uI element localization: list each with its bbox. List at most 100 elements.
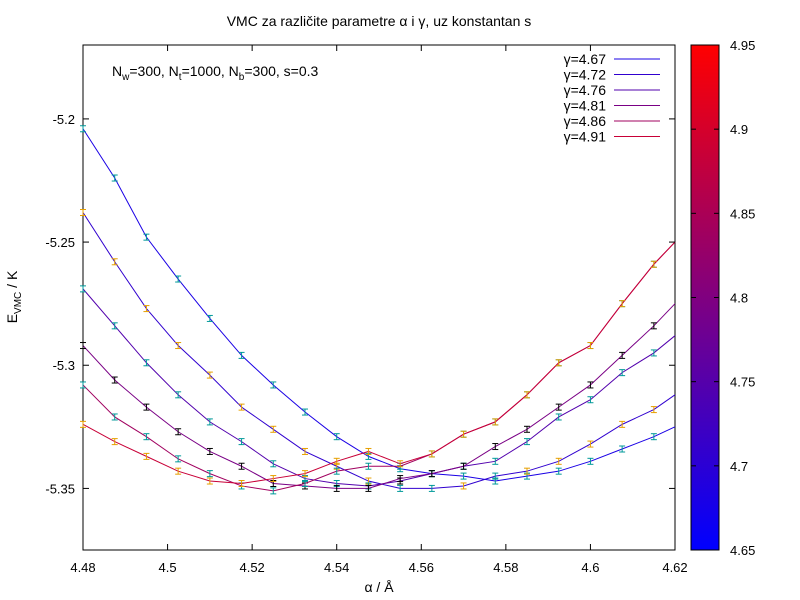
data-point-errorbar bbox=[80, 342, 86, 350]
data-point-errorbar bbox=[587, 342, 594, 350]
data-point-errorbar bbox=[111, 376, 118, 384]
data-point-errorbar bbox=[175, 467, 182, 475]
data-point-errorbar bbox=[206, 477, 213, 485]
data-point-errorbar bbox=[460, 430, 467, 438]
data-point-errorbar bbox=[619, 445, 626, 453]
legend-label: γ=4.81 bbox=[564, 98, 607, 114]
colorbar-tick-label: 4.9 bbox=[730, 122, 748, 137]
data-point-errorbar bbox=[460, 472, 467, 480]
y-tick-label: -5.2 bbox=[53, 112, 75, 127]
x-tick-label: 4.54 bbox=[324, 560, 349, 575]
data-point-errorbar bbox=[238, 351, 245, 359]
data-point-errorbar bbox=[619, 351, 626, 359]
data-point-errorbar bbox=[587, 396, 594, 404]
data-point-errorbar bbox=[270, 460, 277, 468]
data-point-errorbar bbox=[492, 418, 499, 426]
data-point-errorbar bbox=[428, 450, 435, 458]
x-tick-label: 4.52 bbox=[239, 560, 264, 575]
data-point-errorbar bbox=[524, 438, 530, 446]
data-point-errorbar bbox=[302, 447, 308, 455]
data-point-errorbar bbox=[302, 479, 308, 487]
y-tick-label: -5.35 bbox=[45, 481, 75, 496]
colorbar-tick-label: 4.7 bbox=[730, 459, 748, 474]
colorbar-tick-label: 4.8 bbox=[730, 291, 748, 306]
data-point-errorbar bbox=[80, 381, 86, 389]
series-line-4 bbox=[82, 241, 676, 492]
data-point-errorbar bbox=[555, 457, 562, 465]
data-point-errorbar bbox=[555, 403, 562, 411]
data-point-errorbar bbox=[175, 455, 182, 463]
legend-label: γ=4.91 bbox=[564, 129, 607, 145]
data-point-errorbar bbox=[143, 359, 150, 367]
data-point-errorbar bbox=[555, 467, 562, 475]
data-point-errorbar bbox=[365, 462, 372, 470]
data-point-errorbar bbox=[80, 209, 86, 217]
data-point-errorbar bbox=[460, 482, 467, 490]
data-point-errorbar bbox=[143, 403, 150, 411]
x-tick-label: 4.58 bbox=[493, 560, 518, 575]
data-point-errorbar bbox=[397, 475, 404, 483]
data-point-errorbar bbox=[80, 420, 86, 428]
data-point-errorbar bbox=[365, 447, 372, 455]
data-point-errorbar bbox=[397, 460, 404, 468]
data-point-errorbar bbox=[650, 260, 657, 268]
data-point-errorbar bbox=[238, 462, 245, 470]
y-axis-label: EVMC / K bbox=[4, 270, 24, 323]
data-point-errorbar bbox=[587, 381, 594, 389]
data-point-errorbar bbox=[111, 438, 118, 446]
legend-label: γ=4.86 bbox=[564, 113, 607, 129]
data-point-errorbar bbox=[206, 447, 213, 455]
x-tick-label: 4.56 bbox=[409, 560, 434, 575]
legend: γ=4.67γ=4.72γ=4.76γ=4.81γ=4.86γ=4.91 bbox=[564, 51, 660, 145]
data-point-errorbar bbox=[650, 406, 657, 414]
series-line-0 bbox=[82, 128, 676, 482]
data-point-errorbar bbox=[587, 457, 594, 465]
y-tick-label: -5.3 bbox=[53, 358, 75, 373]
data-point-errorbar bbox=[111, 174, 118, 182]
data-point-errorbar bbox=[175, 275, 182, 283]
x-tick-label: 4.6 bbox=[581, 560, 599, 575]
data-point-errorbar bbox=[175, 342, 182, 350]
data-point-errorbar bbox=[428, 470, 435, 478]
data-point-errorbar bbox=[143, 452, 150, 460]
data-point-errorbar bbox=[333, 467, 340, 475]
data-point-errorbar bbox=[238, 438, 245, 446]
data-point-errorbar bbox=[270, 425, 277, 433]
data-point-errorbar bbox=[175, 391, 182, 399]
data-point-errorbar bbox=[270, 381, 277, 389]
data-point-errorbar bbox=[111, 413, 118, 421]
data-point-errorbar bbox=[619, 420, 626, 428]
data-point-errorbar bbox=[650, 349, 657, 357]
x-axis-label: α / Å bbox=[364, 579, 394, 595]
data-point-errorbar bbox=[143, 233, 150, 241]
data-point-errorbar bbox=[428, 484, 435, 492]
colorbar-ticks: 4.65 4.7 4.75 4.8 4.85 4.9 4.95 bbox=[691, 38, 755, 558]
data-point-errorbar bbox=[650, 433, 657, 441]
data-point-errorbar bbox=[333, 433, 340, 441]
data-point-errorbar bbox=[492, 457, 499, 465]
data-point-errorbar bbox=[365, 484, 372, 492]
legend-label: γ=4.72 bbox=[564, 67, 607, 83]
data-point-errorbar bbox=[111, 322, 118, 330]
data-point-errorbar bbox=[460, 462, 467, 470]
legend-label: γ=4.76 bbox=[564, 82, 607, 98]
data-point-errorbar bbox=[270, 487, 277, 495]
chart-title: VMC za različite parametre α i γ, uz kon… bbox=[227, 13, 532, 29]
data-point-errorbar bbox=[587, 440, 594, 448]
axis-ticks: 4.48 4.5 4.52 4.54 4.56 4.58 4.6 4.62 -5.2 -5.25 -… bbox=[45, 45, 688, 575]
data-point-errorbar bbox=[80, 285, 86, 293]
data-point-errorbar bbox=[143, 305, 150, 313]
data-point-errorbar bbox=[206, 371, 213, 379]
data-point-errorbar bbox=[492, 443, 499, 451]
data-point-errorbar bbox=[238, 479, 245, 487]
series-line-3 bbox=[82, 303, 676, 489]
series-line-1 bbox=[82, 212, 676, 489]
series-line-5 bbox=[82, 241, 676, 484]
colorbar-tick-label: 4.75 bbox=[730, 375, 755, 390]
legend-label: γ=4.67 bbox=[564, 51, 607, 67]
data-point-errorbar bbox=[111, 258, 118, 266]
data-point-errorbar bbox=[302, 408, 308, 416]
data-point-errorbar bbox=[333, 457, 340, 465]
colorbar-tick-label: 4.65 bbox=[730, 543, 755, 558]
